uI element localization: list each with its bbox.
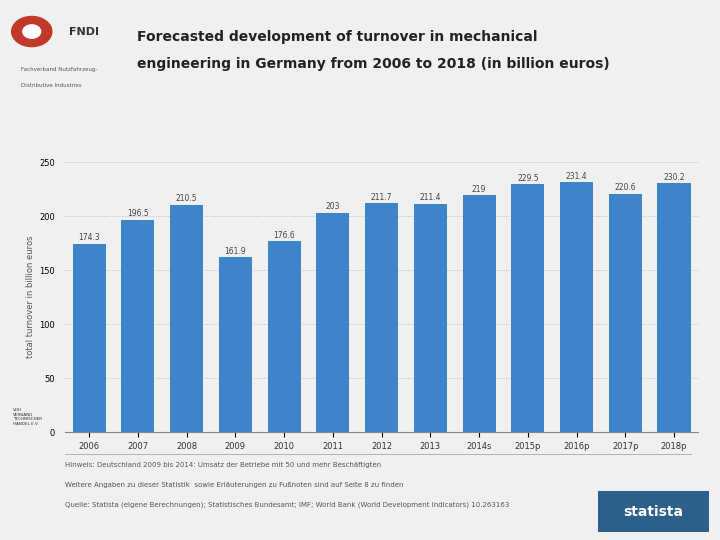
Y-axis label: total turnover in billion euros: total turnover in billion euros [26,236,35,358]
Circle shape [23,25,41,38]
Bar [219,257,252,432]
Text: VDH
VERBAND
TECHNISCHER
HANDEL E.V.: VDH VERBAND TECHNISCHER HANDEL E.V. [13,408,42,427]
Text: Forecasted development of turnover in mechanical: Forecasted development of turnover in me… [137,30,537,44]
Bar [657,184,690,432]
Text: 161.9: 161.9 [225,247,246,256]
Text: 219: 219 [472,185,486,194]
Text: Hinweis: Deutschland 2009 bis 2014: Umsatz der Betriebe mit 50 und mehr Beschäft: Hinweis: Deutschland 2009 bis 2014: Umsa… [65,462,381,468]
Bar [414,204,447,432]
Text: statista: statista [624,505,683,518]
Text: 229.5: 229.5 [517,174,539,183]
Text: Weitere Angaben zu dieser Statistik  sowie Erläuterungen zu Fußnoten sind auf Se: Weitere Angaben zu dieser Statistik sowi… [65,482,403,488]
Bar [268,241,301,432]
Text: Quelle: Statista (eigene Berechnungen); Statistisches Bundesamt; IMF; World Bank: Quelle: Statista (eigene Berechnungen); … [65,501,509,508]
Bar [560,182,593,432]
Bar [365,204,398,432]
Text: Fachverband Nutzfahrzeug-: Fachverband Nutzfahrzeug- [21,66,97,72]
Bar [170,205,203,432]
Bar [122,220,155,432]
Bar [511,184,544,432]
Text: 230.2: 230.2 [663,173,685,182]
Bar [316,213,349,432]
Text: 211.7: 211.7 [371,193,392,202]
Circle shape [12,16,52,46]
Text: 196.5: 196.5 [127,210,149,219]
Text: Distributive Industries: Distributive Industries [21,83,81,89]
Text: 220.6: 220.6 [614,184,636,192]
Text: 211.4: 211.4 [420,193,441,202]
Bar [462,195,495,432]
Text: 203: 203 [325,202,340,212]
Text: 231.4: 231.4 [566,172,588,181]
Text: 176.6: 176.6 [274,231,295,240]
Bar [73,244,106,432]
Text: FNDI: FNDI [68,26,99,37]
Text: 210.5: 210.5 [176,194,197,204]
Bar [608,194,642,432]
Text: 174.3: 174.3 [78,233,100,242]
Text: engineering in Germany from 2006 to 2018 (in billion euros): engineering in Germany from 2006 to 2018… [137,57,610,71]
